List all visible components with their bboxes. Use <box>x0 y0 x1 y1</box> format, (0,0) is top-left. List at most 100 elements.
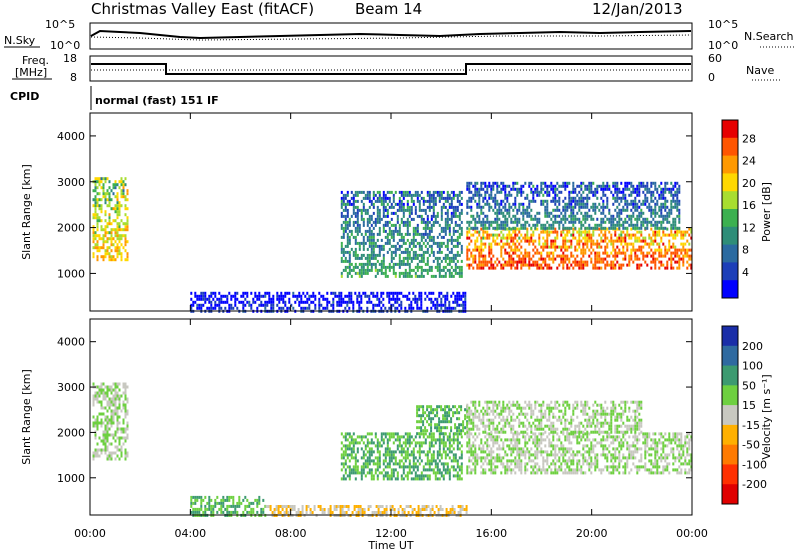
power-echo-cell <box>376 211 379 215</box>
power-echo-cell <box>416 262 419 266</box>
power-echo-cell <box>490 260 493 264</box>
power-echo-cell <box>674 223 677 227</box>
velocity-echo-cell <box>506 462 509 466</box>
power-echo-cell <box>478 266 481 270</box>
power-echo-cell <box>120 177 123 181</box>
power-echo-cell <box>518 242 521 246</box>
velocity-echo-cell <box>390 474 393 478</box>
power-echo-cell <box>474 245 477 249</box>
power-echo-cell <box>242 300 245 304</box>
power-echo-cell <box>608 230 611 234</box>
power-echo-cell <box>530 214 533 218</box>
velocity-echo-cell <box>440 408 443 412</box>
power-echo-cell <box>456 238 459 242</box>
power-echo-cell <box>372 220 375 224</box>
power-echo-cell <box>560 257 563 261</box>
power-echo-cell <box>450 211 453 215</box>
velocity-echo-cell <box>472 435 475 439</box>
power-echo-cell <box>546 214 549 218</box>
power-echo-cell <box>496 242 499 246</box>
velocity-echo-cell <box>412 447 415 451</box>
power-echo-cell <box>118 252 121 256</box>
power-echo-cell <box>670 181 673 185</box>
power-echo-cell <box>374 268 377 272</box>
velocity-echo-cell <box>490 453 493 457</box>
power-echo-cell <box>350 294 353 298</box>
power-echo-cell <box>640 233 643 237</box>
power-echo-cell <box>498 223 501 227</box>
power-echo-cell <box>444 220 447 224</box>
power-echo-cell <box>402 262 405 266</box>
power-echo-cell <box>290 303 293 307</box>
power-echo-cell <box>382 265 385 269</box>
power-echo-cell <box>388 241 391 245</box>
power-echo-cell <box>586 263 589 267</box>
power-echo-cell <box>536 251 539 255</box>
power-echo-cell <box>354 247 357 251</box>
power-echo-cell <box>656 230 659 234</box>
power-echo-cell <box>366 247 369 251</box>
power-echo-cell <box>420 214 423 218</box>
power-echo-cell <box>616 199 619 203</box>
power-echo-cell <box>370 300 373 304</box>
velocity-echo-cell <box>396 477 399 481</box>
velocity-echo-cell <box>112 415 115 419</box>
power-echo-cell <box>104 240 107 244</box>
power-echo-cell <box>376 238 379 242</box>
velocity-echo-cell <box>418 462 421 466</box>
velocity-echo-cell <box>366 462 369 466</box>
velocity-echo-cell <box>394 459 397 463</box>
power-echo-cell <box>648 251 651 255</box>
power-echo-cell <box>116 192 119 196</box>
power-echo-cell <box>626 199 629 203</box>
power-echo-cell <box>218 297 221 301</box>
power-echo-cell <box>376 196 379 200</box>
power-echo-cell <box>638 236 641 240</box>
power-echo-cell <box>352 300 355 304</box>
power-echo-cell <box>578 230 581 234</box>
power-echo-cell <box>432 211 435 215</box>
power-echo-cell <box>538 251 541 255</box>
power-echo-cell <box>426 193 429 197</box>
power-ytick-label: 4000 <box>57 130 85 143</box>
power-echo-cell <box>356 190 359 194</box>
power-echo-cell <box>590 184 593 188</box>
power-echo-cell <box>626 248 629 252</box>
velocity-echo-cell <box>438 423 441 427</box>
power-echo-cell <box>634 251 637 255</box>
power-echo-cell <box>580 239 583 243</box>
power-echo-cell <box>354 256 357 260</box>
velocity-echo-cell <box>490 456 493 460</box>
power-echo-cell <box>108 252 111 256</box>
power-echo-cell <box>426 268 429 272</box>
power-echo-cell <box>638 245 641 249</box>
power-echo-cell <box>540 202 543 206</box>
power-echo-cell <box>342 220 345 224</box>
power-echo-cell <box>628 202 631 206</box>
power-echo-cell <box>348 291 351 295</box>
power-echo-cell <box>252 297 255 301</box>
power-echo-cell <box>512 239 515 243</box>
velocity-echo-cell <box>496 435 499 439</box>
power-echo-cell <box>380 306 383 310</box>
velocity-echo-cell <box>430 453 433 457</box>
power-echo-cell <box>352 265 355 269</box>
velocity-echo-cell <box>448 450 451 454</box>
power-echo-cell <box>420 291 423 295</box>
power-echo-cell <box>410 256 413 260</box>
power-echo-cell <box>482 211 485 215</box>
power-echo-cell <box>210 303 213 307</box>
power-echo-cell <box>402 223 405 227</box>
power-echo-cell <box>540 199 543 203</box>
power-echo-cell <box>522 214 525 218</box>
power-echo-cell <box>412 306 415 310</box>
power-echo-cell <box>506 223 509 227</box>
power-echo-cell <box>460 244 463 248</box>
velocity-echo-cell <box>460 405 463 409</box>
velocity-echo-cell <box>502 456 505 460</box>
power-echo-cell <box>614 190 617 194</box>
velocity-echo-cell <box>460 477 463 481</box>
power-echo-cell <box>550 251 553 255</box>
velocity-echo-cell <box>342 474 345 478</box>
